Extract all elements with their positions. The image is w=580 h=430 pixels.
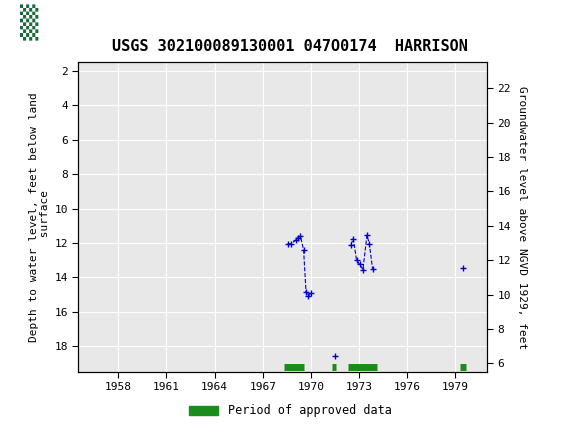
Bar [8,7,51,38]
Text: USGS 302100089130001 047O0174  HARRISON: USGS 302100089130001 047O0174 HARRISON [112,39,468,54]
Legend: Period of approved data: Period of approved data [184,399,396,422]
Text: USGS: USGS [68,12,119,33]
Y-axis label: Depth to water level, feet below land
 surface: Depth to water level, feet below land su… [28,92,50,342]
Y-axis label: Groundwater level above NGVD 1929, feet: Groundwater level above NGVD 1929, feet [517,86,527,349]
Text: ▒: ▒ [20,4,39,41]
